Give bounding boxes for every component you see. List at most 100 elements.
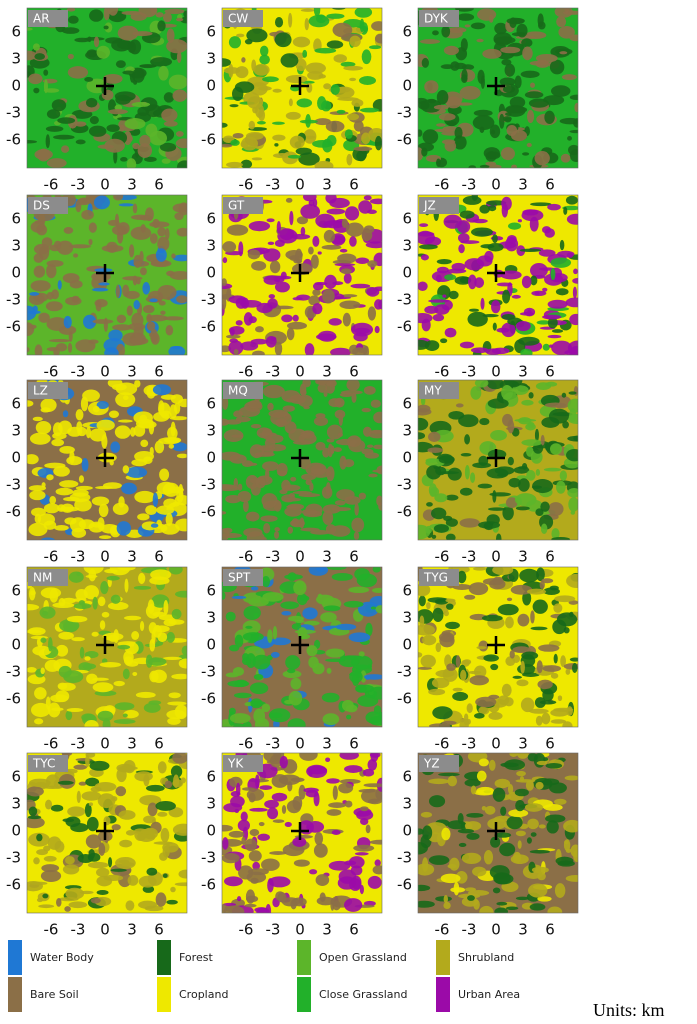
land-patch [496, 901, 508, 906]
land-patch [40, 667, 45, 675]
land-patch [155, 892, 167, 907]
land-patch [326, 380, 337, 388]
land-patch [535, 715, 543, 726]
land-patch [434, 598, 449, 605]
land-patch [494, 832, 512, 838]
land-patch [333, 447, 342, 452]
x-tick-label: 0 [100, 548, 110, 566]
land-patch [446, 663, 456, 671]
land-patch [282, 670, 302, 679]
land-patch [243, 527, 263, 537]
land-patch [349, 670, 363, 683]
x-tick-label: -6 [239, 363, 254, 381]
y-tick-label: -6 [201, 690, 216, 708]
land-patch [343, 65, 363, 71]
land-patch [374, 859, 381, 867]
land-patch [176, 295, 187, 304]
land-patch [158, 300, 166, 306]
land-patch [116, 314, 127, 324]
land-patch [27, 50, 37, 61]
land-patch [418, 230, 436, 245]
land-patch [303, 135, 316, 139]
land-patch [56, 897, 62, 907]
land-patch [315, 874, 330, 886]
land-patch [223, 905, 245, 913]
land-patch [233, 410, 244, 418]
land-patch [476, 770, 487, 782]
land-patch [468, 274, 477, 290]
land-patch [528, 98, 549, 108]
panel-frame [26, 194, 188, 356]
land-patch [490, 836, 501, 848]
land-patch [328, 802, 346, 809]
land-patch [164, 228, 170, 240]
land-patch [272, 134, 286, 141]
land-patch [257, 833, 270, 841]
land-patch [457, 812, 464, 825]
land-patch [497, 603, 519, 616]
land-patch [528, 708, 549, 714]
land-patch [356, 809, 374, 821]
land-patch [305, 62, 326, 74]
land-patch [538, 824, 546, 829]
land-patch [564, 775, 578, 781]
land-patch [494, 36, 516, 44]
land-patch [235, 320, 243, 326]
land-patch [481, 614, 503, 622]
land-patch [372, 865, 382, 875]
land-patch [293, 580, 307, 596]
land-patch [155, 801, 176, 811]
land-patch [569, 129, 578, 134]
land-patch [354, 852, 369, 856]
land-patch [124, 615, 142, 621]
land-patch [507, 222, 522, 230]
y-tick-label: -6 [6, 318, 21, 336]
land-patch [330, 84, 340, 96]
land-patch [517, 219, 522, 223]
land-patch [59, 445, 75, 454]
y-tick-label: 3 [402, 422, 412, 440]
land-patch [520, 697, 535, 713]
y-tick-label: 3 [206, 795, 216, 813]
y-tick-label: -6 [397, 131, 412, 149]
land-patch [222, 533, 242, 539]
land-patch [46, 474, 54, 481]
land-patch [222, 527, 233, 534]
land-patch [58, 631, 74, 640]
land-patch [162, 12, 172, 23]
land-patch [303, 787, 319, 793]
land-patch [422, 129, 439, 145]
x-tick-label: 0 [100, 921, 110, 939]
land-patch [96, 45, 110, 59]
x-tick-label: 0 [491, 548, 501, 566]
land-patch [172, 442, 187, 452]
x-tick-label: 3 [518, 921, 528, 939]
land-patch [308, 14, 330, 28]
y-tick-label: 0 [206, 449, 216, 467]
land-patch [571, 662, 578, 674]
land-patch [360, 818, 369, 826]
land-patch [66, 8, 76, 12]
land-patch [243, 605, 261, 620]
land-patch [46, 291, 54, 300]
land-patch [51, 438, 65, 447]
land-patch [274, 143, 279, 147]
x-tick-label: -3 [462, 548, 477, 566]
land-patch [426, 465, 442, 480]
land-patch [250, 423, 262, 429]
land-patch [344, 206, 360, 221]
x-tick-label: -6 [44, 735, 59, 753]
land-patch [459, 85, 481, 100]
land-patch [93, 36, 100, 48]
x-tick-label: -6 [239, 921, 254, 939]
land-patch [250, 698, 263, 709]
land-patch [420, 811, 433, 818]
land-patch [562, 721, 573, 727]
land-patch [267, 241, 275, 246]
land-patch [43, 855, 57, 862]
land-patch [159, 468, 170, 482]
land-patch [525, 780, 534, 791]
land-patch [158, 65, 169, 81]
land-patch [540, 434, 545, 446]
land-patch [486, 200, 507, 206]
